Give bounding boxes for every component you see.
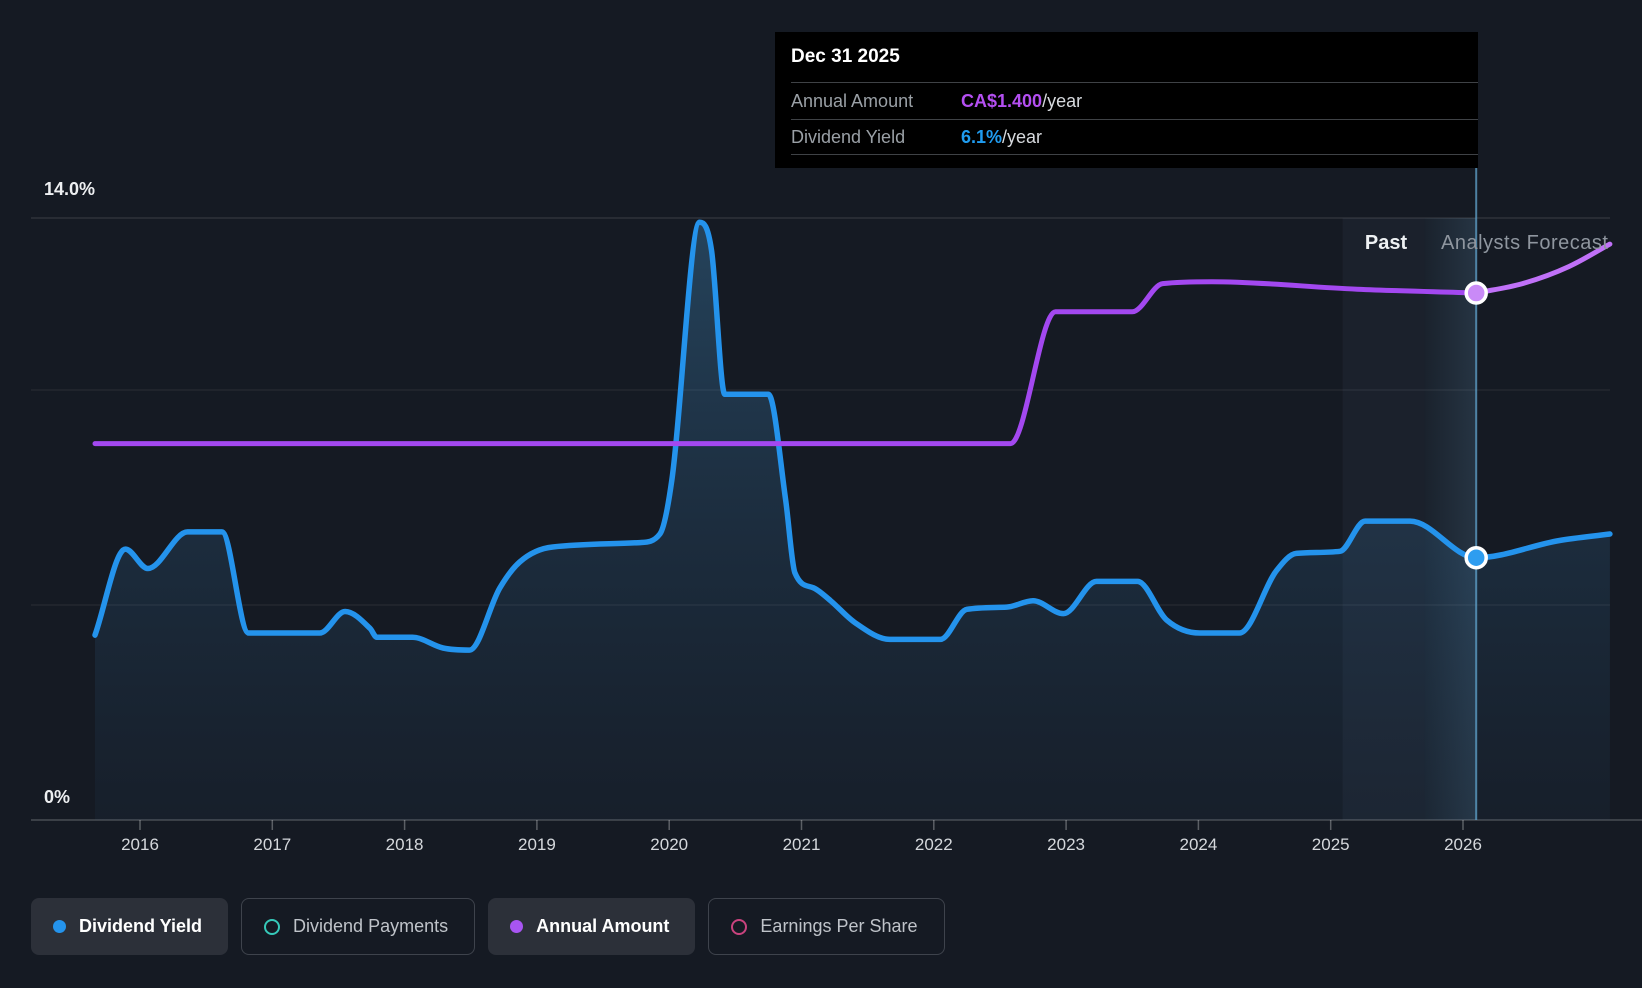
tooltip-row-annual-amount: Annual Amount CA$1.400/year (791, 82, 1478, 119)
x-axis-label: 2026 (1444, 835, 1482, 854)
legend-item-annual-amount[interactable]: Annual Amount (488, 898, 696, 955)
chart-legend: Dividend Yield Dividend Payments Annual … (31, 898, 945, 955)
legend-item-dividend-payments[interactable]: Dividend Payments (241, 898, 476, 955)
x-axis-label: 2016 (121, 835, 159, 854)
legend-item-dividend-yield[interactable]: Dividend Yield (31, 898, 229, 955)
earnings-per-share-ring-icon (731, 918, 748, 935)
x-axis-label: 2022 (915, 835, 953, 854)
tooltip-date: Dec 31 2025 (791, 46, 900, 67)
x-axis-label: 2021 (783, 835, 821, 854)
legend-label: Annual Amount (536, 916, 670, 936)
annual-amount-marker (1464, 281, 1488, 305)
x-axis-label: 2025 (1312, 835, 1350, 854)
legend-label: Earnings Per Share (760, 916, 918, 936)
legend-label: Dividend Payments (293, 916, 449, 936)
x-axis-label: 2020 (650, 835, 688, 854)
x-axis-label: 2017 (253, 835, 291, 854)
x-axis-label: 2023 (1047, 835, 1085, 854)
past-region-label: Past (1365, 232, 1408, 254)
annual-amount-line-past (92, 279, 1479, 447)
dividend-yield-marker (1464, 545, 1488, 570)
tooltip-label: Dividend Yield (791, 126, 906, 147)
analysts-forecast-region-label: Analysts Forecast (1441, 232, 1608, 254)
annual-amount-line-forecast (1473, 241, 1613, 296)
legend-label: Dividend Yield (79, 916, 203, 936)
chart-tooltip: Dec 31 2025 Annual Amount CA$1.400/year … (775, 32, 1478, 168)
tooltip-value: 6.1% (961, 126, 1003, 147)
x-axis-label: 2018 (386, 835, 424, 854)
x-axis-label: 2019 (518, 835, 556, 854)
dividend-yield-area (95, 222, 1610, 821)
dividend-yield-line (92, 219, 1613, 653)
annual-amount-dot-icon (510, 920, 524, 933)
tooltip-value-suffix: /year (1042, 90, 1083, 111)
dividend-yield-dot-icon (53, 920, 66, 933)
y-axis-bottom-label: 0% (44, 787, 70, 807)
dividend-payments-ring-icon (264, 918, 281, 935)
tooltip-value: CA$1.400 (961, 90, 1043, 111)
y-axis-top-label: 14.0% (44, 179, 95, 199)
tooltip-value-suffix: /year (1002, 126, 1043, 147)
tooltip-label: Annual Amount (791, 90, 914, 111)
x-axis-label: 2024 (1179, 835, 1217, 854)
tooltip-row-dividend-yield: Dividend Yield 6.1%/year (791, 119, 1478, 155)
legend-item-earnings-per-share[interactable]: Earnings Per Share (708, 898, 945, 955)
chart-geometry: 2016 2017 2018 2019 2020 2021 2022 2023 2024 2025… (31, 168, 1642, 854)
